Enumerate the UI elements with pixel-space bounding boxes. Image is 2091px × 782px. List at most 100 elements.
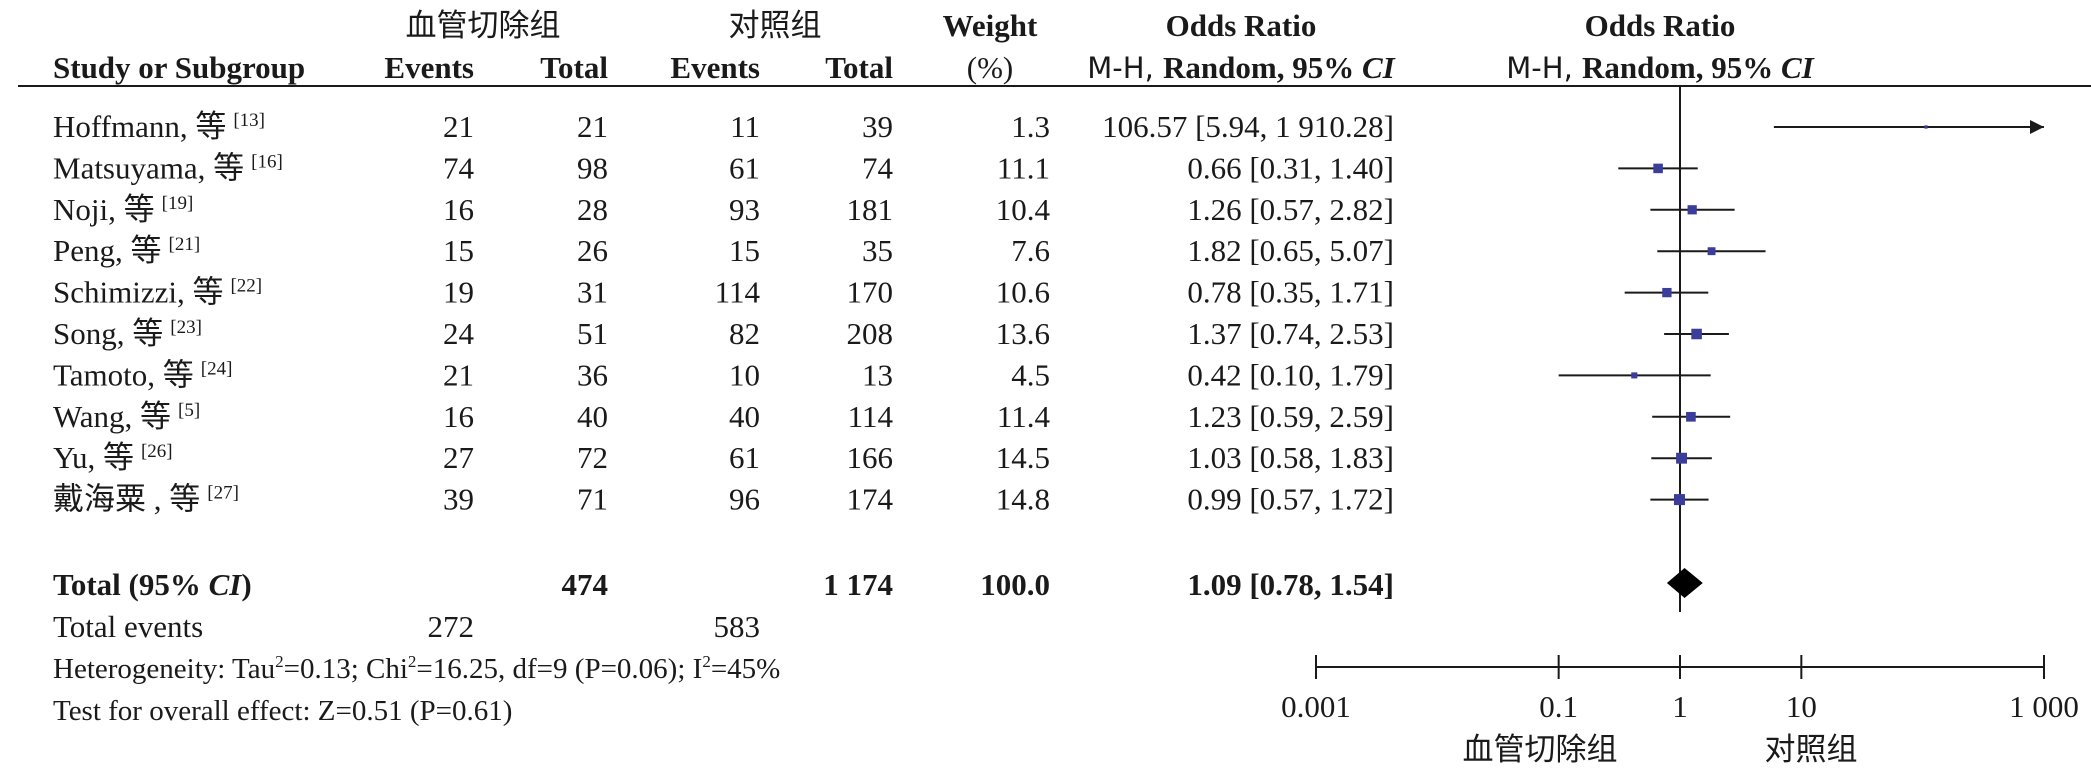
group1-events: 19 bbox=[443, 275, 474, 310]
heterogeneity-text: Heterogeneity: Tau2=0.13; Chi2=16.25, df… bbox=[53, 652, 780, 685]
or-ci-text: 106.57 [5.94, 1 910.28] bbox=[1102, 109, 1394, 144]
group1-total: 31 bbox=[577, 275, 608, 310]
study-marker bbox=[1653, 163, 1663, 174]
weight-value: 11.4 bbox=[997, 399, 1051, 434]
study-marker bbox=[1687, 205, 1697, 215]
group1-events-header: Events bbox=[384, 50, 474, 85]
weight-header: Weight bbox=[943, 8, 1038, 43]
group2-events: 10 bbox=[729, 357, 760, 392]
study-marker bbox=[1676, 452, 1688, 464]
study-name: 戴海粟 , 等 [27] bbox=[53, 482, 239, 517]
group1-events: 16 bbox=[443, 192, 474, 227]
x-tick-label: 10 bbox=[1786, 689, 1817, 724]
weight-value: 14.8 bbox=[996, 482, 1050, 517]
study-name: Hoffmann, 等 [13] bbox=[53, 109, 265, 144]
study-rows: Hoffmann, 等 [13] 21 21 11 39 1.3 106.57 [5.94, … bbox=[53, 109, 1394, 517]
study-marker bbox=[1686, 411, 1696, 422]
group2-total: 74 bbox=[862, 150, 894, 185]
total-events-group2: 583 bbox=[714, 609, 761, 644]
study-name: Tamoto, 等 [24] bbox=[53, 357, 232, 392]
group1-total-header: Total bbox=[540, 50, 608, 85]
or-ci-text: 1.37 [0.74, 2.53] bbox=[1187, 316, 1394, 351]
group1-total: 40 bbox=[577, 399, 608, 434]
group2-events: 93 bbox=[729, 192, 760, 227]
group1-total: 28 bbox=[577, 192, 608, 227]
group2-events: 61 bbox=[729, 440, 760, 475]
group2-total: 114 bbox=[848, 399, 894, 434]
weight-value: 14.5 bbox=[996, 440, 1050, 475]
or-ci-text: 1.03 [0.58, 1.83] bbox=[1187, 440, 1394, 475]
group2-events: 61 bbox=[729, 150, 760, 185]
study-marker bbox=[1662, 287, 1672, 298]
group2-events: 114 bbox=[715, 275, 761, 310]
group1-total: 72 bbox=[577, 440, 608, 475]
weight-value: 1.3 bbox=[1011, 109, 1050, 144]
group2-total: 13 bbox=[862, 357, 893, 392]
study-marker bbox=[1707, 247, 1716, 256]
weight-value: 7.6 bbox=[1011, 233, 1050, 268]
group1-events: 15 bbox=[443, 233, 474, 268]
group1-header: 血管切除组 bbox=[406, 8, 561, 44]
weight-value: 4.5 bbox=[1011, 357, 1050, 392]
weight-value: 11.1 bbox=[997, 150, 1050, 185]
plot-title: Odds Ratio bbox=[1585, 8, 1736, 43]
group2-total-header: Total bbox=[825, 50, 893, 85]
pooled-diamond bbox=[1666, 568, 1703, 598]
study-name: Schimizzi, 等 [22] bbox=[53, 275, 262, 310]
group2-events-header: Events bbox=[670, 50, 760, 85]
group1-total: 98 bbox=[577, 150, 608, 185]
or-ci-text: 0.78 [0.35, 1.71] bbox=[1187, 275, 1394, 310]
group2-total: 166 bbox=[847, 440, 894, 475]
group1-total: 51 bbox=[577, 316, 608, 351]
study-column-header: Study or Subgroup bbox=[53, 50, 305, 85]
group2-header: 对照组 bbox=[729, 8, 822, 44]
total-row: Total (95% CI) 474 1 174 100.0 1.09 [0.7… bbox=[53, 567, 1394, 602]
or-column-title: Odds Ratio bbox=[1166, 8, 1317, 43]
plot-method: M-H, Random, 95% CI bbox=[1506, 50, 1814, 85]
group2-events: 15 bbox=[729, 233, 760, 268]
total-label: Total (95% CI) bbox=[53, 567, 252, 602]
or-method: M-H, Random, 95% CI bbox=[1087, 50, 1395, 85]
weight-value: 10.6 bbox=[996, 275, 1050, 310]
study-marker bbox=[1673, 494, 1685, 506]
or-ci-text: 0.42 [0.10, 1.79] bbox=[1187, 357, 1394, 392]
group1-events: 21 bbox=[443, 109, 474, 144]
total-weight: 100.0 bbox=[980, 567, 1050, 602]
group2-total: 181 bbox=[847, 192, 894, 227]
group1-events: 24 bbox=[443, 316, 475, 351]
or-ci-text: 0.99 [0.57, 1.72] bbox=[1187, 482, 1394, 517]
group1-events: 74 bbox=[443, 150, 475, 185]
group1-events: 27 bbox=[443, 440, 474, 475]
group1-total: 26 bbox=[577, 233, 608, 268]
group2-events: 96 bbox=[729, 482, 760, 517]
plot-area: 0.001 0.1 1 10 1 000 血管切除组 对照组 bbox=[1281, 86, 2079, 768]
x-tick-label: 0.001 bbox=[1281, 689, 1351, 724]
weight-value: 13.6 bbox=[996, 316, 1050, 351]
weight-unit: (%) bbox=[967, 50, 1013, 85]
group2-total: 170 bbox=[847, 275, 894, 310]
study-name: Wang, 等 [5] bbox=[53, 399, 200, 434]
study-name: Peng, 等 [21] bbox=[53, 233, 200, 268]
favours-right-label: 对照组 bbox=[1765, 732, 1858, 768]
x-tick-label: 1 bbox=[1672, 689, 1688, 724]
weight-value: 10.4 bbox=[996, 192, 1051, 227]
x-tick-label: 0.1 bbox=[1539, 689, 1578, 724]
or-ci-text: 0.66 [0.31, 1.40] bbox=[1187, 150, 1394, 185]
study-name: Noji, 等 [19] bbox=[53, 192, 193, 227]
study-marker bbox=[1924, 125, 1928, 129]
total-group2-total: 1 174 bbox=[823, 567, 893, 602]
group2-total: 174 bbox=[847, 482, 894, 517]
total-group1-total: 474 bbox=[562, 567, 609, 602]
study-name: Song, 等 [23] bbox=[53, 316, 202, 351]
group2-total: 39 bbox=[862, 109, 893, 144]
x-tick-label: 1 000 bbox=[2009, 689, 2079, 724]
study-name: Matsuyama, 等 [16] bbox=[53, 150, 283, 185]
group1-events: 16 bbox=[443, 399, 474, 434]
group1-events: 21 bbox=[443, 357, 474, 392]
group1-total: 36 bbox=[577, 357, 608, 392]
or-ci-text: 1.26 [0.57, 2.82] bbox=[1187, 192, 1394, 227]
group2-events: 40 bbox=[729, 399, 760, 434]
favours-left-label: 血管切除组 bbox=[1463, 732, 1618, 768]
study-marker bbox=[1631, 372, 1638, 379]
